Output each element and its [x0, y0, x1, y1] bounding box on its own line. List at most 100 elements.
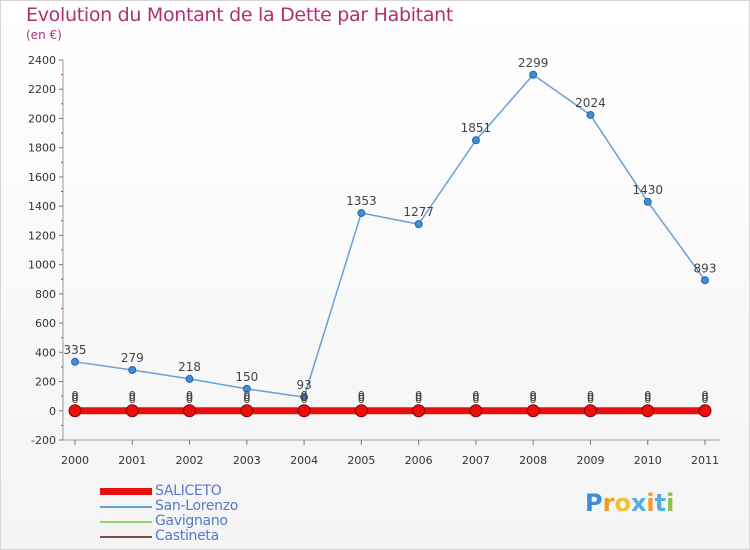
data-label: 0: [530, 391, 537, 404]
data-label: 1353: [346, 194, 377, 208]
data-point-san-lorenzo: [471, 136, 480, 145]
legend-label: Castineta: [155, 528, 219, 544]
chart-unit-subtitle: (en €): [26, 28, 62, 42]
data-point-san-lorenzo: [586, 110, 595, 119]
data-label: 0: [358, 391, 365, 404]
data-label: 0: [243, 389, 250, 402]
data-label: 0: [702, 389, 709, 402]
data-label: 0: [72, 393, 79, 406]
data-point-san-lorenzo: [242, 384, 251, 393]
y-tick-label: 2200: [28, 83, 56, 96]
logo-letter: x: [630, 489, 647, 517]
data-point-saliceto: [354, 404, 368, 418]
data-label: 0: [415, 393, 422, 406]
data-point-saliceto: [583, 404, 597, 418]
legend-swatch: [100, 488, 152, 495]
x-tick-label: 2000: [61, 454, 89, 467]
data-label: 0: [301, 393, 308, 406]
y-tick-label: 0: [49, 405, 56, 418]
legend-swatch: [100, 536, 152, 538]
y-tick-label: 400: [35, 346, 56, 359]
data-label: 0: [644, 389, 651, 402]
data-point-san-lorenzo: [128, 365, 137, 374]
proxiti-logo: Proxiti: [585, 489, 674, 517]
data-label: 0: [358, 393, 365, 406]
data-point-san-lorenzo: [357, 209, 366, 218]
data-label: 0: [129, 389, 136, 402]
data-label: 0: [301, 389, 308, 402]
legend-swatch: [100, 506, 152, 508]
chart-title: Evolution du Montant de la Dette par Hab…: [26, 4, 454, 26]
data-label: 0: [472, 393, 479, 406]
data-point-saliceto: [526, 404, 540, 418]
data-label: 0: [243, 393, 250, 406]
legend-label: SALICETO: [155, 483, 222, 499]
x-tick-label: 2006: [405, 454, 433, 467]
x-tick-label: 2008: [519, 454, 547, 467]
data-point-saliceto: [469, 404, 483, 418]
y-tick-label: 600: [35, 317, 56, 330]
data-label: 0: [587, 393, 594, 406]
data-point-saliceto: [698, 404, 712, 418]
x-tick-label: 2001: [118, 454, 146, 467]
x-tick-label: 2007: [462, 454, 490, 467]
data-label: 0: [702, 393, 709, 406]
data-label: 0: [186, 391, 193, 404]
data-label: 0: [644, 391, 651, 404]
data-label: 0: [301, 391, 308, 404]
data-point-saliceto: [68, 404, 82, 418]
logo-letter: P: [585, 489, 603, 517]
y-tick-label: 1600: [28, 171, 56, 184]
data-label: 0: [129, 391, 136, 404]
logo-letter: r: [602, 489, 615, 517]
legend-label: Gavignano: [155, 513, 228, 529]
data-label: 0: [415, 391, 422, 404]
data-point-san-lorenzo: [300, 393, 309, 402]
data-label: 0: [702, 391, 709, 404]
data-label: 335: [64, 343, 87, 357]
y-tick-label: -200: [31, 434, 56, 447]
data-point-saliceto: [183, 404, 197, 418]
data-label: 0: [415, 389, 422, 402]
x-tick-label: 2011: [691, 454, 719, 467]
data-label: 893: [694, 261, 717, 275]
data-label: 1430: [632, 183, 663, 197]
x-tick-label: 2010: [634, 454, 662, 467]
y-tick-label: 2400: [28, 54, 56, 67]
y-tick-label: 1800: [28, 142, 56, 155]
series-line-san-lorenzo: [74, 74, 706, 398]
data-point-san-lorenzo: [701, 276, 709, 285]
data-label: 0: [186, 389, 193, 402]
x-tick-label: 2005: [347, 454, 375, 467]
y-tick-label: 1200: [28, 229, 56, 242]
data-label: 0: [530, 389, 537, 402]
data-point-san-lorenzo: [185, 374, 194, 383]
data-label: 1851: [461, 121, 492, 135]
data-label: 93: [296, 378, 311, 392]
data-point-saliceto: [641, 404, 655, 418]
x-tick-label: 2004: [290, 454, 318, 467]
data-label: 0: [129, 393, 136, 406]
data-label: 2299: [518, 56, 549, 70]
data-label: 2024: [575, 96, 606, 110]
data-label: 0: [587, 389, 594, 402]
data-label: 0: [186, 393, 193, 406]
data-label: 0: [72, 389, 79, 402]
data-point-san-lorenzo: [529, 70, 538, 79]
logo-letter: o: [614, 489, 631, 517]
data-label: 0: [530, 393, 537, 406]
data-point-saliceto: [297, 404, 311, 418]
data-point-san-lorenzo: [414, 220, 423, 229]
y-tick-label: 2000: [28, 112, 56, 125]
data-label: 279: [121, 351, 144, 365]
y-tick-label: 1000: [28, 259, 56, 272]
data-label: 150: [235, 370, 258, 384]
data-point-saliceto: [412, 404, 426, 418]
data-label: 0: [644, 393, 651, 406]
x-tick-label: 2003: [233, 454, 261, 467]
data-label: 0: [358, 389, 365, 402]
logo-letter: i: [646, 489, 655, 517]
y-tick-label: 200: [35, 376, 56, 389]
data-label: 0: [472, 391, 479, 404]
x-tick-label: 2002: [176, 454, 204, 467]
